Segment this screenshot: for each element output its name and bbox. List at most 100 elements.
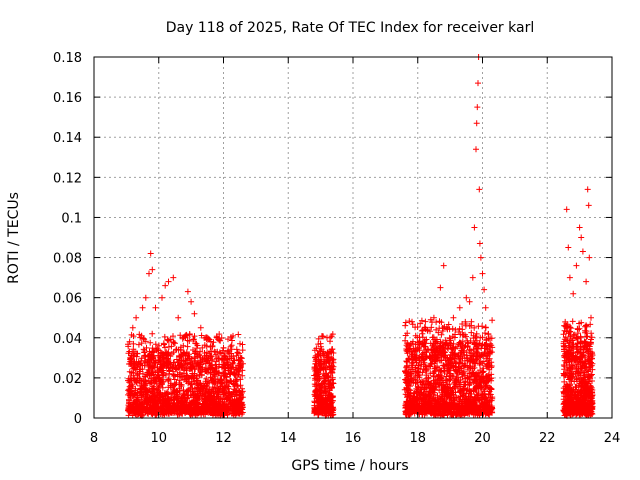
data-point <box>565 244 572 251</box>
data-point <box>226 405 233 412</box>
data-point <box>229 337 235 344</box>
data-point <box>233 378 240 384</box>
data-point <box>586 254 593 261</box>
x-tick-label: 22 <box>539 431 556 446</box>
data-point <box>456 304 463 311</box>
data-point <box>137 375 143 382</box>
data-point <box>588 314 594 321</box>
data-point <box>140 377 147 384</box>
data-point <box>583 322 590 329</box>
y-tick-label: 0.16 <box>53 91 82 106</box>
x-tick-label: 12 <box>215 431 232 446</box>
data-point <box>173 346 180 353</box>
data-point <box>162 282 169 289</box>
data-point <box>139 304 146 311</box>
data-point <box>142 294 149 301</box>
data-point <box>165 384 172 391</box>
data-point <box>147 339 154 346</box>
data-point <box>482 304 489 311</box>
data-point <box>146 270 152 277</box>
data-point <box>476 186 483 193</box>
data-point <box>570 290 577 297</box>
y-tick-label: 0.04 <box>53 332 82 347</box>
data-point <box>232 388 239 395</box>
y-tick-label: 0.1 <box>61 211 82 226</box>
data-point <box>177 369 183 376</box>
data-point <box>170 274 177 281</box>
grid-lines <box>94 57 612 418</box>
data-point <box>422 318 429 325</box>
data-point <box>214 376 221 383</box>
x-tick-label: 20 <box>474 431 491 446</box>
data-point <box>182 376 189 383</box>
data-point <box>463 294 470 301</box>
data-point <box>440 262 447 269</box>
data-point <box>569 318 576 325</box>
data-point <box>237 409 244 415</box>
data-point <box>479 270 486 277</box>
y-tick-label: 0.08 <box>53 252 82 267</box>
data-point <box>239 372 246 379</box>
data-point <box>575 326 581 333</box>
data-point <box>194 381 201 388</box>
data-point <box>477 254 484 261</box>
data-point <box>563 206 570 213</box>
data-point <box>149 266 156 273</box>
data-point <box>133 314 140 321</box>
data-point <box>175 314 182 321</box>
data-point <box>235 331 242 338</box>
data-point <box>171 381 178 388</box>
data-point <box>159 294 165 301</box>
data-point <box>489 317 496 324</box>
data-point <box>129 324 136 331</box>
y-tick-label: 0.02 <box>53 372 82 387</box>
y-tick-label: 0.06 <box>53 292 82 307</box>
data-point <box>474 104 481 111</box>
y-tick-label: 0 <box>74 412 82 427</box>
data-point <box>473 146 479 153</box>
y-tick-label: 0.18 <box>53 51 82 66</box>
data-point <box>476 240 483 247</box>
data-point <box>147 250 154 257</box>
data-point <box>185 380 192 387</box>
x-tick-label: 24 <box>604 431 621 446</box>
data-point <box>152 304 159 311</box>
data-point <box>402 319 409 326</box>
data-point <box>585 202 592 209</box>
data-point <box>141 373 148 380</box>
x-tick-label: 18 <box>409 431 426 446</box>
data-point <box>210 339 217 346</box>
x-tick-label: 16 <box>345 431 362 446</box>
data-point <box>149 330 156 337</box>
data-point <box>125 412 132 419</box>
data-point <box>233 346 240 353</box>
x-tick-label: 14 <box>280 431 297 446</box>
data-point <box>184 288 191 295</box>
data-point <box>191 397 197 404</box>
data-point <box>197 324 204 331</box>
data-point <box>402 322 409 329</box>
data-point <box>233 392 240 399</box>
y-tick-label: 0.14 <box>53 131 82 146</box>
data-point <box>437 284 444 291</box>
data-point <box>406 318 413 325</box>
data-point <box>165 278 172 285</box>
data-point <box>197 388 204 395</box>
data-point <box>191 310 198 317</box>
data-point <box>210 377 217 384</box>
data-point <box>475 80 481 87</box>
x-axis-label: GPS time / hours <box>291 458 408 474</box>
data-point <box>215 391 222 398</box>
data-point <box>584 186 591 193</box>
data-point <box>239 347 246 354</box>
data-point <box>324 334 330 341</box>
y-tick-label: 0.12 <box>53 171 82 186</box>
data-point <box>239 388 246 395</box>
data-point <box>473 120 480 127</box>
data-point <box>239 385 245 392</box>
data-point <box>579 248 586 255</box>
data-point <box>202 388 209 395</box>
data-point <box>319 333 326 340</box>
x-tick-label: 10 <box>150 431 167 446</box>
